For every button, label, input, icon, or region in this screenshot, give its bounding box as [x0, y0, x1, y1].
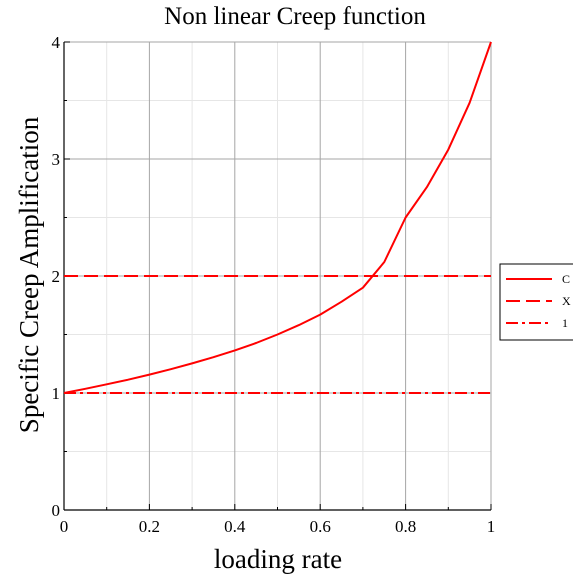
y-tick-labels: 0 1 2 3 4 — [52, 33, 61, 520]
x-axis-label: loading rate — [214, 544, 342, 574]
x-tick-label: 0.4 — [224, 517, 246, 536]
chart-title: Non linear Creep function — [164, 3, 426, 30]
series-line-C — [63, 41, 492, 394]
legend-label-C: C — [562, 272, 570, 286]
x-tick-label: 0 — [60, 517, 69, 536]
legend-label-1: 1 — [562, 316, 568, 330]
x-tick-labels: 0 0.2 0.4 0.6 0.8 1 — [60, 517, 496, 536]
y-tick-label: 2 — [52, 267, 61, 286]
x-tick-label: 0.8 — [395, 517, 416, 536]
legend-label-X: X — [562, 294, 571, 308]
y-tick-label: 0 — [52, 501, 61, 520]
x-tick-label: 1 — [487, 517, 496, 536]
y-tick-label: 4 — [52, 33, 61, 52]
x-tick-label: 0.2 — [139, 517, 160, 536]
y-tick-label: 3 — [52, 150, 61, 169]
y-axis-label: Specific Creep Amplification — [14, 116, 44, 433]
legend: CX 1 — [499, 263, 573, 341]
x-tick-label: 0.6 — [310, 517, 331, 536]
series-group — [63, 41, 492, 394]
axes — [63, 41, 492, 511]
y-tick-label: 1 — [52, 384, 61, 403]
